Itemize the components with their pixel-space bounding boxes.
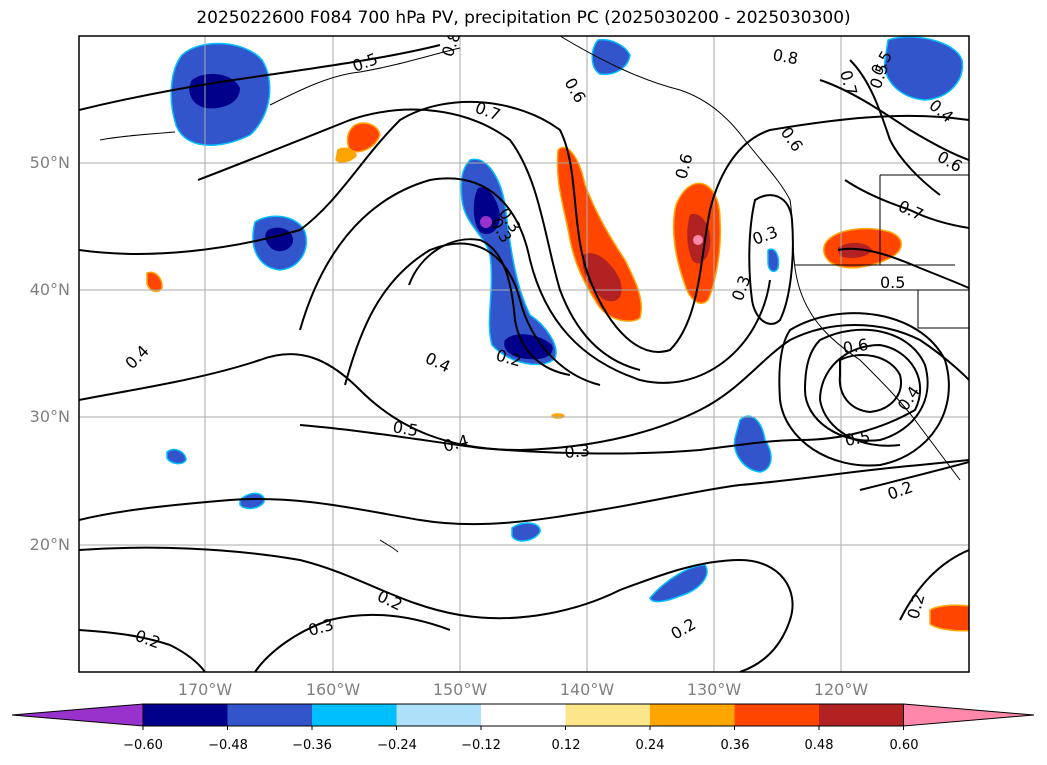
lat-label-50n: 50°N: [29, 153, 70, 172]
contour-label: 0.2: [374, 586, 405, 614]
contour-label: 0.7: [473, 98, 503, 125]
colorbar-tick-label: 0.12: [551, 738, 581, 753]
graticule: [79, 36, 969, 672]
colorbar-extend-min: [11, 703, 144, 727]
colorbar-swatch: [481, 704, 566, 726]
contour-label: 0.7: [895, 196, 926, 224]
contour-label: 0.4: [441, 431, 471, 456]
lon-label-130w: 130°W: [686, 680, 742, 699]
contour-label: 0.5: [843, 427, 871, 450]
colorbar-swatch: [565, 704, 651, 726]
contour-label: 0.4: [925, 96, 957, 127]
contour-label: 0.7: [836, 68, 861, 98]
colorbar-tick-label: −0.36: [292, 738, 332, 753]
lat-label-30n: 30°N: [29, 407, 70, 426]
lon-label-170w: 170°W: [177, 680, 233, 699]
contour-label: 0.4: [121, 341, 152, 372]
colorbar-tick-label: 0.48: [804, 738, 834, 753]
contour-label: 0.2: [133, 626, 163, 653]
lon-label-140w: 140°W: [559, 680, 615, 699]
contour-label: 0.6: [672, 152, 697, 182]
colorbar-tick-label: −0.48: [208, 738, 248, 753]
colorbar-swatch: [396, 704, 482, 726]
contour-label: 0.5: [391, 417, 419, 440]
contour-label: 0.3: [306, 615, 336, 640]
colorbar-frame: [142, 703, 904, 727]
colorbar-swatch: [227, 704, 313, 726]
map-frame: [78, 35, 970, 673]
pv-contours: [79, 44, 969, 672]
lat-label-40n: 40°N: [29, 280, 70, 299]
contour-label: 0.3: [564, 441, 591, 462]
contour-label: 0.6: [934, 147, 966, 176]
contour-label: 0.6: [841, 335, 869, 358]
colorbar-tick-label: 0.60: [889, 738, 919, 753]
colorbar-swatch: [819, 704, 904, 726]
colorbar-tick-label: 0.36: [720, 738, 750, 753]
contour-label: 0.2: [885, 477, 915, 504]
colorbar-tick-label: 0.24: [635, 738, 665, 753]
colorbar-tick-label: −0.12: [461, 738, 501, 753]
lon-label-120w: 120°W: [813, 680, 869, 699]
lat-label-20n: 20°N: [29, 535, 70, 554]
lon-label-160w: 160°W: [305, 680, 361, 699]
colorbar-swatch: [312, 704, 397, 726]
colorbar-tick-label: −0.60: [123, 738, 163, 753]
colorbar-extend-max: [903, 703, 1035, 727]
precip-positive-shading: [146, 122, 969, 632]
contour-label: 0.8: [438, 29, 465, 59]
contour-label: 0.4: [422, 348, 453, 376]
contour-label: 0.5: [880, 273, 905, 292]
map-title: 2025022600 F084 700 hPa PV, precipitatio…: [196, 8, 851, 28]
colorbar-swatch: [650, 704, 735, 726]
contour-label: 0.6: [561, 75, 590, 107]
contour-label: 0.2: [904, 592, 929, 622]
colorbar-tick-label: −0.24: [377, 738, 417, 753]
colorbar-swatch: [734, 704, 820, 726]
colorbar-swatch: [143, 704, 228, 726]
contour-label: 0.5: [350, 49, 380, 76]
precip-negative-shading: [166, 36, 964, 603]
contour-label: 0.8: [771, 45, 799, 68]
contour-label: 0.3: [750, 222, 780, 249]
colorbar: [11, 703, 1035, 730]
lon-label-150w: 150°W: [432, 680, 488, 699]
contour-label: 0.2: [668, 614, 700, 643]
